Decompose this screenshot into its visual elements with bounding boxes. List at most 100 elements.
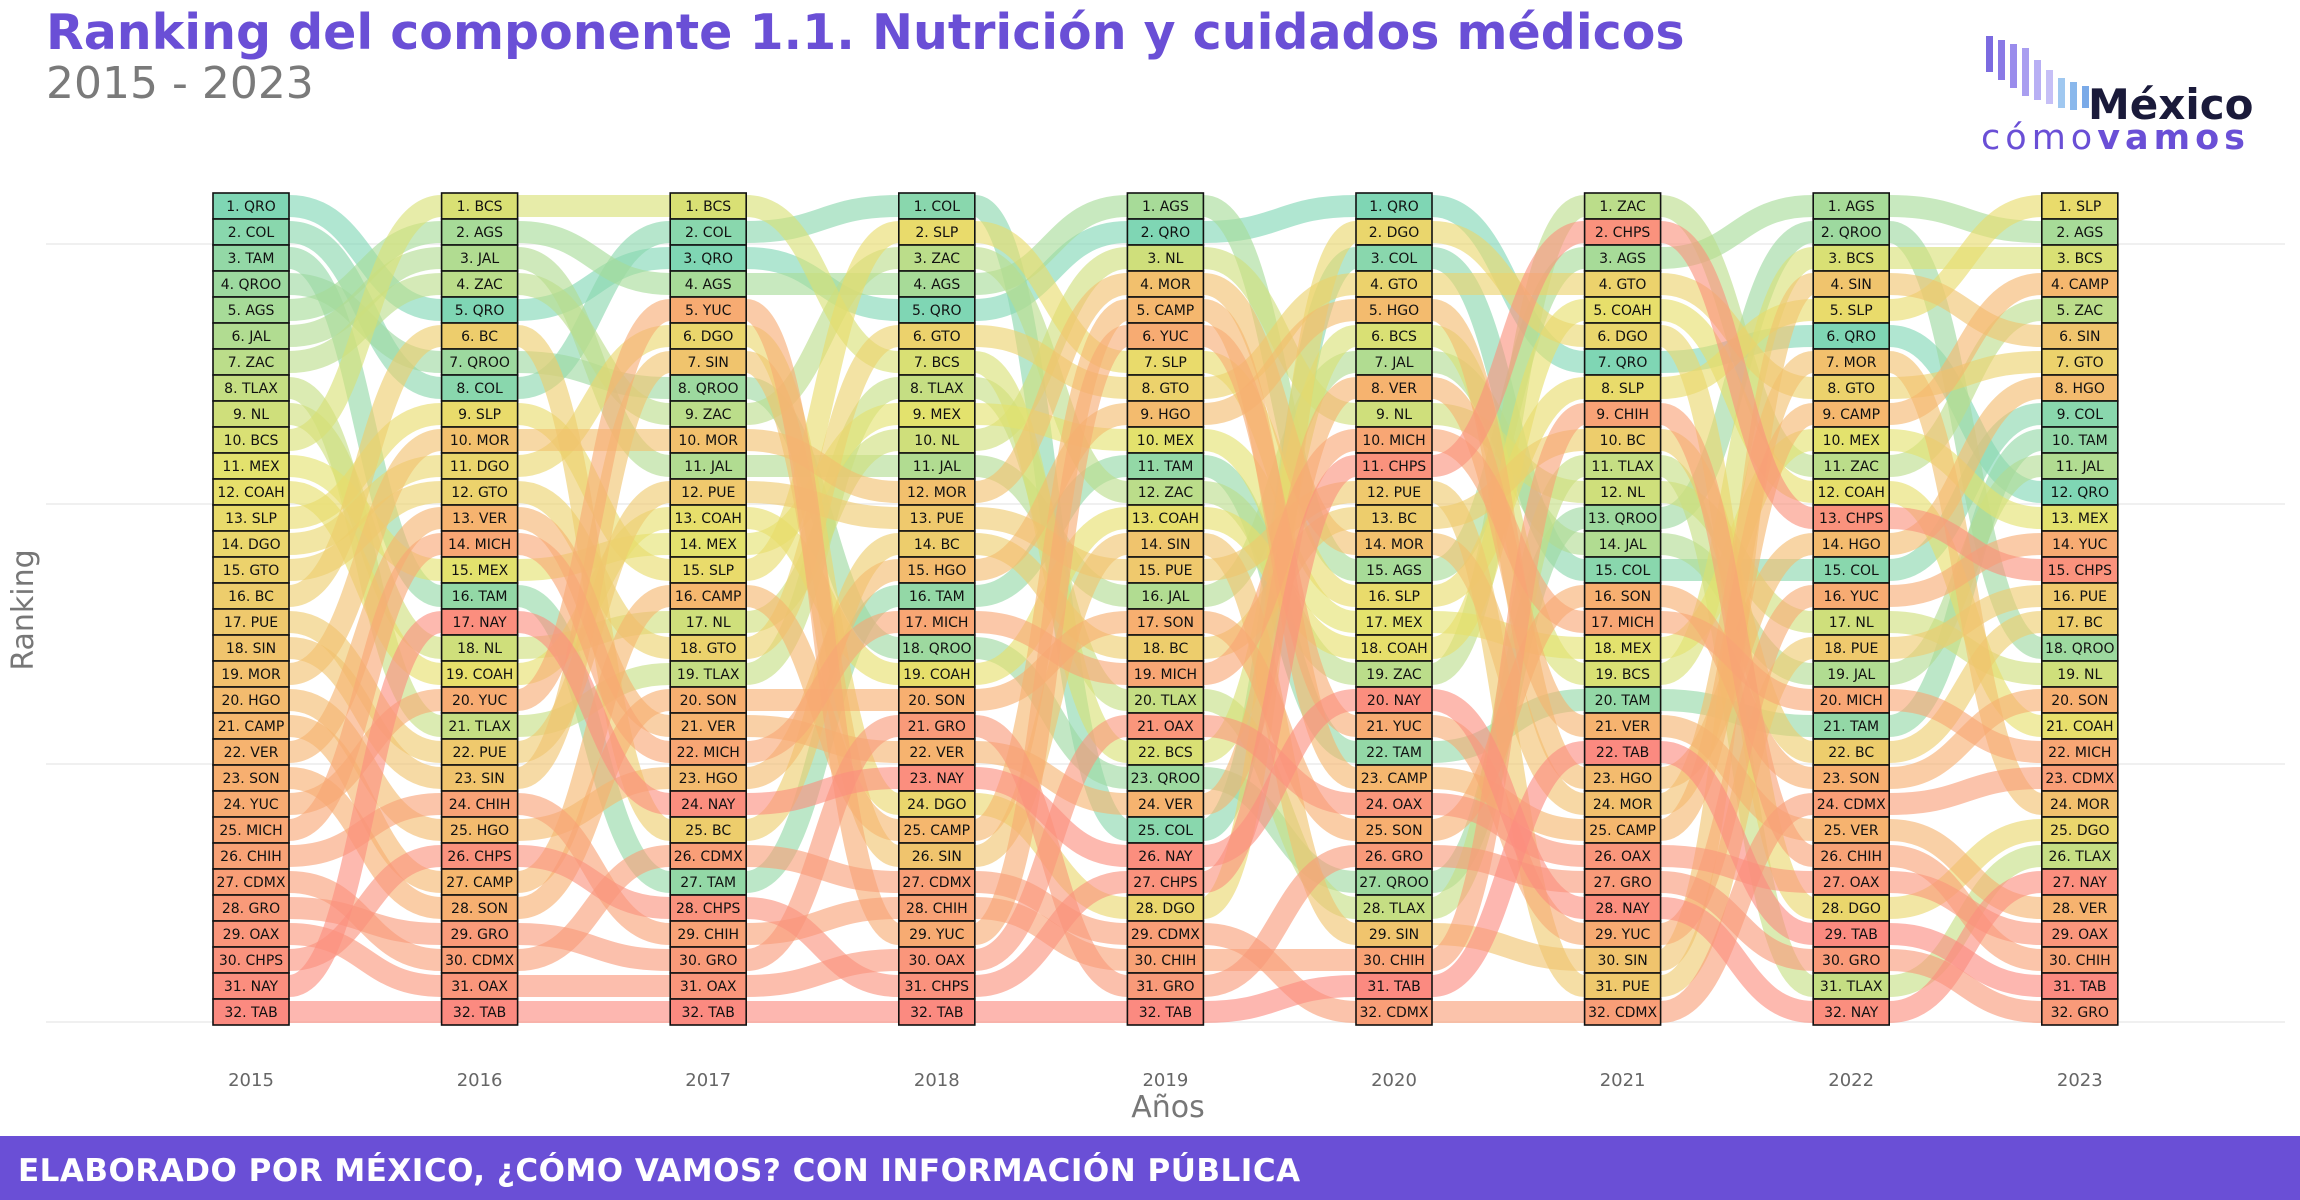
rank-label: 29. GRO (450, 927, 508, 943)
rank-label: 28. SON (451, 901, 508, 917)
rank-label: 17. MICH (905, 615, 968, 631)
logo-name-sub: cómovamos (1980, 118, 2250, 158)
rank-box (1355, 452, 1433, 480)
rank-box (1812, 478, 1890, 506)
rank-label: 2. QROO (1821, 225, 1882, 241)
year-tick-label: 2017 (685, 1070, 731, 1091)
rank-label: 1. BCS (457, 199, 503, 215)
rank-label: 4. AGS (685, 277, 732, 293)
rank-box (669, 972, 748, 1000)
rank-box (1126, 842, 1205, 870)
rank-box (897, 894, 976, 922)
rank-box (669, 634, 748, 662)
rank-label: 28. CHPS (676, 901, 740, 917)
rank-label: 20. YUC (452, 693, 508, 709)
rank-label: 5. SLP (1830, 303, 1873, 319)
rank-label: 3. NL (1147, 251, 1183, 267)
rank-label: 4. MOR (1140, 277, 1191, 293)
rank-label: 10. MEX (1823, 433, 1881, 449)
year-tick-label: 2018 (914, 1070, 960, 1091)
rank-label: 1. SLP (2058, 199, 2101, 215)
rank-box (897, 452, 976, 480)
rank-box (2041, 972, 2119, 1000)
rank-label: 25. BC (685, 823, 731, 839)
logo-name-main: México (2088, 80, 2254, 129)
rank-box (212, 244, 290, 272)
rank-box (2041, 634, 2119, 662)
rank-box (1355, 192, 1433, 220)
rank-label: 5. AGS (228, 303, 275, 319)
ribbon-tab (251, 741, 2080, 1024)
rank-box (212, 764, 290, 792)
rank-box (2041, 686, 2119, 714)
rank-box (1812, 556, 1890, 584)
rank-label: 9. COL (2057, 407, 2104, 423)
rank-label: 15. CHPS (2048, 563, 2112, 579)
rank-box (1126, 608, 1205, 636)
rank-label: 24. NAY (681, 797, 736, 813)
rank-box (2041, 322, 2119, 350)
rank-box (212, 322, 290, 350)
rank-label: 15. SLP (682, 563, 734, 579)
rank-label: 12. GTO (451, 485, 508, 501)
rank-label: 14. SIN (1140, 537, 1190, 553)
rank-label: 32. CDMX (1588, 1005, 1657, 1021)
rank-box (1812, 530, 1890, 558)
rank-label: 4. QROO (221, 277, 282, 293)
rank-label: 31. PUE (1595, 979, 1649, 995)
rank-box (212, 816, 290, 844)
rank-box (1812, 920, 1890, 948)
rank-label: 32. TAB (910, 1005, 963, 1021)
rank-label: 18. PUE (1824, 641, 1878, 657)
rank-label: 13. SLP (225, 511, 277, 527)
rank-box (212, 920, 290, 948)
rank-box (440, 478, 519, 506)
rank-box (440, 348, 519, 376)
rank-box (1355, 582, 1433, 610)
rank-label: 6. YUC (1142, 329, 1189, 345)
rank-label: 28. DGO (1136, 901, 1195, 917)
rank-label: 15. MEX (451, 563, 509, 579)
rank-label: 19. COAH (446, 667, 513, 683)
rank-box (440, 686, 519, 714)
rank-label: 2. COL (685, 225, 732, 241)
rank-label: 20. HGO (221, 693, 280, 709)
rank-label: 27. TAM (680, 875, 736, 891)
rank-box (1812, 426, 1890, 454)
rank-label: 2. QRO (1141, 225, 1191, 241)
rank-label: 3. BCS (1828, 251, 1874, 267)
rank-label: 3. AGS (1599, 251, 1646, 267)
rank-label: 29. OAX (2051, 927, 2108, 943)
rank-label: 28. VER (2052, 901, 2107, 917)
rank-label: 21. OAX (1137, 719, 1194, 735)
rank-box (2041, 608, 2119, 636)
rank-label: 8. TLAX (910, 381, 964, 397)
rank-label: 30. GRO (1822, 953, 1880, 969)
rank-label: 5. YUC (685, 303, 732, 319)
rank-box (1355, 842, 1433, 870)
rank-box (1812, 452, 1890, 480)
rank-label: 25. CAMP (1589, 823, 1656, 839)
rank-label: 8. GTO (1142, 381, 1190, 397)
rank-label: 1. BCS (685, 199, 731, 215)
rank-label: 5. HGO (1369, 303, 1419, 319)
rank-label: 26. CHPS (447, 849, 511, 865)
rank-box (1126, 452, 1205, 480)
rank-box (212, 504, 290, 532)
rank-box (897, 868, 976, 896)
rank-label: 26. CHIH (220, 849, 282, 865)
logo-sub-light: cómo (1981, 118, 2098, 158)
rank-label: 24. DGO (907, 797, 966, 813)
rank-label: 23. SIN (454, 771, 504, 787)
footer-bar: ELABORADO POR MÉXICO, ¿CÓMO VAMOS? CON I… (0, 1136, 2300, 1200)
rank-label: 7. MOR (1826, 355, 1877, 371)
rank-label: 15. AGS (1366, 563, 1422, 579)
rank-box (212, 790, 290, 818)
rank-label: 5. ZAC (2057, 303, 2104, 319)
rank-box (1126, 790, 1205, 818)
ribbon-gro (251, 715, 2080, 1023)
rank-label: 31. TLAX (1820, 979, 1883, 995)
rank-box (1126, 530, 1205, 558)
rank-box (440, 400, 519, 428)
rank-box (1583, 270, 1662, 298)
